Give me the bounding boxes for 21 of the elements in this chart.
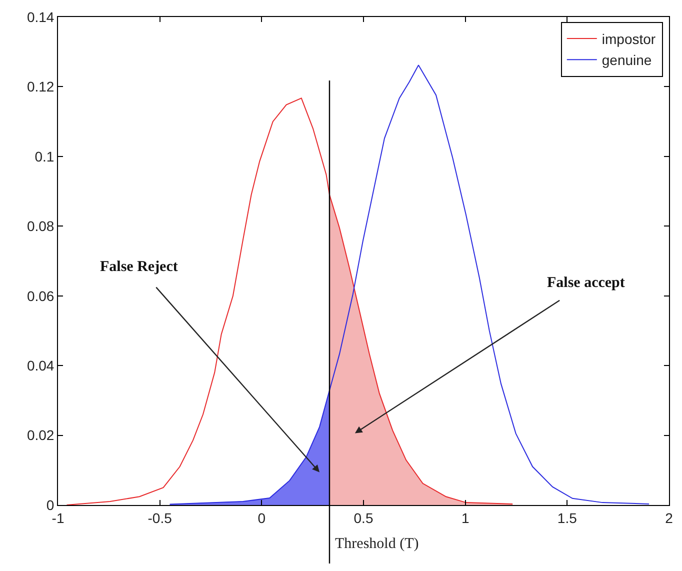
x-tick-label: 0.5 — [354, 510, 374, 526]
y-tick-label: 0 — [46, 496, 54, 513]
x-tick-label: 1 — [461, 510, 470, 526]
x-tick-label: 1.5 — [557, 510, 578, 526]
annotation: False Reject — [100, 259, 178, 275]
x-axis-title: Threshold (T) — [335, 536, 419, 552]
legend-label: impostor — [602, 30, 656, 47]
x-tick-label: 0 — [258, 510, 266, 526]
x-tick-label: -1 — [52, 510, 64, 526]
line-series — [66, 98, 514, 505]
y-tick-label: 0.02 — [26, 427, 54, 444]
legend-label: genuine — [602, 52, 652, 68]
x-tick-label: 2 — [665, 510, 674, 526]
y-tick-label: 0.14 — [26, 8, 54, 25]
y-tick-label: 0.08 — [26, 218, 54, 234]
x-tick-label: -0.5 — [148, 510, 172, 526]
y-tick-label: 0.06 — [26, 288, 54, 304]
y-tick-label: 0.12 — [26, 78, 54, 95]
y-tick-label: 0.1 — [34, 148, 54, 164]
annotation: False accept — [547, 275, 625, 291]
y-tick-label: 0.04 — [26, 357, 54, 374]
